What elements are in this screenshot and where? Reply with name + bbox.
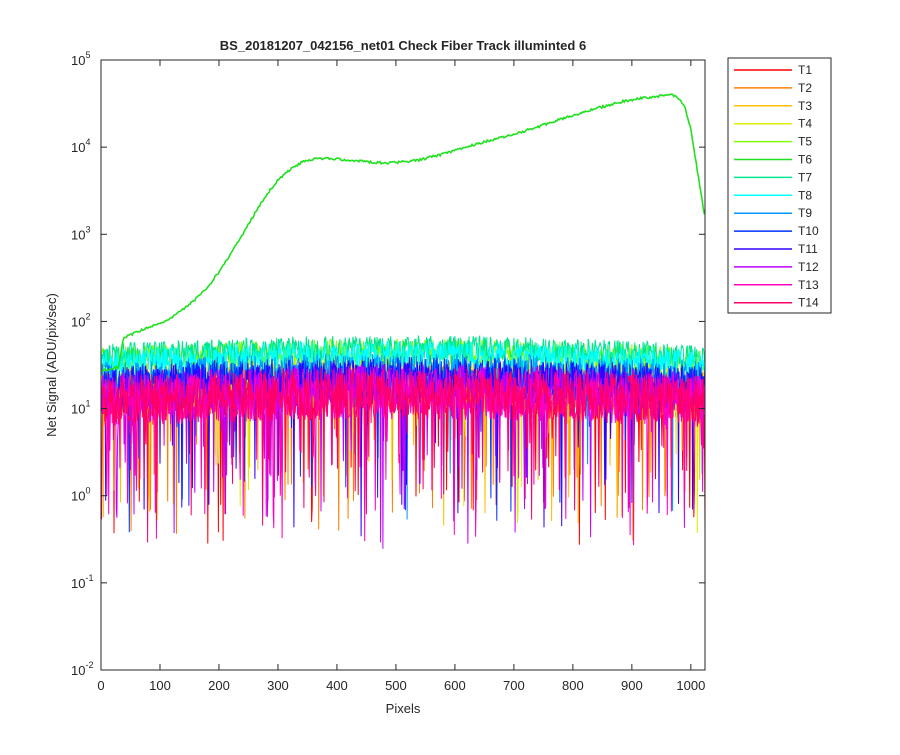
y-tick-label: 10-2 [71, 660, 93, 678]
x-tick-label: 200 [208, 678, 230, 693]
y-tick-label-exponent: -2 [85, 660, 93, 670]
y-tick-label-base: 10 [71, 402, 85, 417]
legend-label-t9: T9 [798, 206, 812, 220]
y-tick-label-exponent: 2 [85, 311, 90, 321]
x-tick-label: 300 [267, 678, 289, 693]
legend-label-t13: T13 [798, 278, 819, 292]
legend-label-t11: T11 [798, 242, 818, 256]
chart-title: BS_20181207_042156_net01 Check Fiber Tra… [220, 38, 586, 53]
y-tick-label-exponent: 4 [85, 137, 90, 147]
y-tick-label-base: 10 [71, 489, 85, 504]
series-line-t14 [101, 367, 706, 543]
legend-label-t4: T4 [798, 117, 812, 131]
y-tick-label-exponent: 5 [85, 50, 90, 60]
y-tick-label-exponent: -1 [85, 573, 93, 583]
y-tick-label-base: 10 [71, 576, 85, 591]
y-tick-label-exponent: 3 [85, 224, 90, 234]
legend: T1 T2 T3 T4 T5 T6 T7 T8 T9 T10 T11 T12 T13 T14 [727, 57, 832, 314]
y-tick-label-base: 10 [71, 140, 85, 155]
legend-label-t12: T12 [798, 260, 819, 274]
legend-label-t14: T14 [798, 296, 819, 310]
y-axis-label: Net Signal (ADU/pix/sec) [44, 293, 59, 437]
series-lines [101, 93, 706, 549]
x-tick-label: 800 [562, 678, 584, 693]
x-tick-label: 600 [444, 678, 466, 693]
y-tick-label: 10-1 [71, 573, 93, 591]
legend-label-t6: T6 [798, 153, 812, 167]
y-tick-label: 105 [71, 50, 90, 68]
y-tick-label-base: 10 [71, 314, 85, 329]
y-tick-label: 101 [71, 399, 90, 417]
x-axis: 0 100 200 300 400 500 600 700 800 900 1000 [97, 60, 705, 693]
legend-label-t2: T2 [798, 81, 812, 95]
legend-label-t5: T5 [798, 135, 812, 149]
legend-label-t1: T1 [798, 63, 812, 77]
legend-box [727, 57, 832, 314]
y-tick-label-base: 10 [71, 227, 85, 242]
legend-label-t7: T7 [798, 170, 812, 184]
y-tick-label-base: 10 [71, 663, 85, 678]
y-tick-label: 100 [71, 486, 90, 504]
x-tick-label: 400 [326, 678, 348, 693]
series-line-t6 [101, 93, 706, 372]
x-tick-label: 500 [385, 678, 407, 693]
legend-label-t3: T3 [798, 99, 812, 113]
y-tick-label: 102 [71, 311, 90, 329]
legend-label-t10: T10 [798, 224, 819, 238]
x-tick-label: 900 [621, 678, 643, 693]
y-tick-label-exponent: 0 [85, 486, 90, 496]
y-tick-label-exponent: 1 [85, 399, 90, 409]
y-tick-label: 104 [71, 137, 90, 155]
y-tick-label: 103 [71, 224, 90, 242]
x-tick-label: 100 [149, 678, 171, 693]
legend-label-t8: T8 [798, 188, 812, 202]
x-axis-label: Pixels [386, 701, 421, 716]
x-tick-label: 1000 [676, 678, 705, 693]
plot-frame [100, 59, 706, 671]
x-tick-label: 700 [503, 678, 525, 693]
y-tick-label-base: 10 [71, 53, 85, 68]
x-tick-label: 0 [97, 678, 104, 693]
